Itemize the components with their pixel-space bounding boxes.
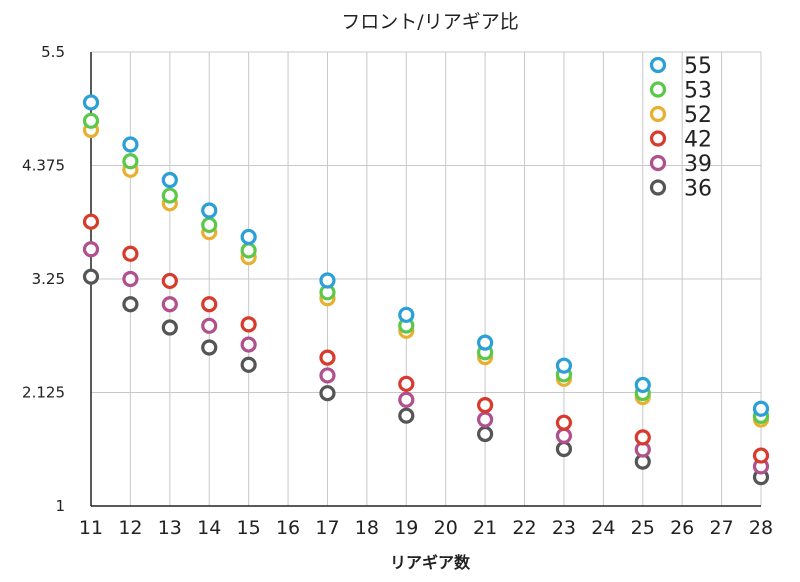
- grid-lines: [90, 51, 762, 507]
- data-point: [122, 245, 139, 262]
- data-point: [161, 296, 178, 313]
- legend-item-55: 55: [649, 54, 712, 79]
- data-point: [477, 397, 494, 414]
- x-tick-label: 25: [631, 517, 655, 539]
- data-point: [752, 400, 770, 417]
- legend-label: 36: [684, 177, 712, 202]
- data-point: [122, 153, 139, 170]
- y-tick-label: 2.125: [22, 384, 65, 402]
- x-tick-label: 16: [276, 517, 300, 539]
- x-tick-label: 12: [118, 517, 142, 539]
- data-point: [161, 272, 178, 290]
- data-point: [201, 339, 218, 356]
- data-point: [319, 272, 336, 289]
- data-point: [555, 357, 573, 374]
- legend-marker: [649, 105, 667, 123]
- x-tick-labels: 11 12 13 14 15 16 17 18 19 20 21 22 23 24 25 26 27 28: [79, 517, 773, 539]
- legend-item-42: 42: [649, 128, 712, 153]
- data-point: [201, 202, 218, 219]
- legend-item-36: 36: [649, 177, 712, 202]
- x-tick-label: 13: [158, 517, 182, 539]
- data-point: [477, 334, 494, 351]
- data-point: [201, 216, 218, 234]
- data-point: [240, 336, 257, 353]
- series-39: [82, 241, 770, 475]
- x-tick-label: 20: [434, 517, 458, 539]
- x-tick-label: 28: [749, 517, 773, 539]
- legend-marker: [649, 81, 667, 98]
- data-point: [201, 296, 218, 313]
- data-points: [82, 94, 770, 486]
- data-point: [555, 440, 573, 458]
- data-point: [240, 228, 257, 246]
- data-point: [555, 414, 573, 431]
- data-point: [634, 376, 651, 394]
- data-point: [319, 349, 336, 366]
- legend-item-52: 52: [649, 103, 712, 128]
- data-point: [477, 425, 494, 443]
- data-point: [201, 317, 218, 334]
- series-55: [82, 94, 770, 417]
- legend-marker: [649, 130, 667, 147]
- series-42: [82, 213, 770, 464]
- data-point: [82, 112, 100, 129]
- legend-label: 52: [684, 103, 712, 128]
- series-36: [82, 268, 770, 486]
- data-point: [82, 241, 100, 258]
- data-point: [398, 391, 415, 408]
- legend-marker: [649, 56, 667, 74]
- data-point: [555, 427, 573, 444]
- data-point: [240, 242, 257, 259]
- data-point: [240, 316, 257, 333]
- y-tick-label: 1: [55, 497, 65, 515]
- data-point: [122, 136, 139, 153]
- series-52: [82, 121, 770, 428]
- data-point: [319, 385, 336, 402]
- x-tick-label: 21: [473, 517, 497, 539]
- data-point: [161, 319, 178, 336]
- y-tick-label: 4.375: [22, 157, 65, 175]
- legend-item-39: 39: [649, 152, 712, 177]
- x-tick-label: 17: [315, 517, 339, 539]
- data-point: [319, 367, 336, 384]
- legend-label: 39: [684, 152, 712, 177]
- legend-item-53: 53: [649, 79, 712, 104]
- x-tick-label: 14: [197, 517, 221, 539]
- legend-label: 53: [684, 79, 712, 104]
- data-point: [82, 94, 100, 111]
- x-tick-label: 11: [79, 517, 103, 539]
- legend-marker: [649, 154, 667, 172]
- data-point: [477, 411, 494, 428]
- x-tick-label: 27: [709, 517, 733, 539]
- data-point: [398, 375, 415, 392]
- data-point: [82, 213, 100, 230]
- legend-label: 42: [684, 128, 712, 153]
- x-tick-label: 24: [591, 517, 615, 539]
- data-point: [634, 429, 651, 446]
- x-tick-label: 26: [670, 517, 694, 539]
- data-point: [752, 447, 770, 464]
- x-tick-label: 22: [512, 517, 536, 539]
- x-axis-label: リアギア数: [390, 553, 471, 572]
- legend-marker: [649, 179, 667, 196]
- y-tick-label: 3.25: [32, 270, 65, 288]
- data-point: [398, 407, 415, 424]
- x-tick-label: 19: [394, 517, 418, 539]
- y-tick-labels: 1 2.125 3.25 4.375 5.5: [22, 43, 65, 515]
- x-tick-label: 15: [237, 517, 261, 539]
- chart-title: フロント/リアギア比: [341, 11, 518, 33]
- data-point: [82, 268, 100, 285]
- data-point: [122, 270, 139, 288]
- data-point: [161, 171, 178, 189]
- data-point: [398, 306, 415, 323]
- data-point: [161, 187, 178, 204]
- y-tick-label: 5.5: [41, 43, 65, 61]
- x-tick-label: 23: [552, 517, 576, 539]
- legend-label: 55: [684, 54, 712, 79]
- x-tick-label: 18: [355, 517, 379, 539]
- data-point: [240, 356, 257, 373]
- data-point: [122, 296, 139, 313]
